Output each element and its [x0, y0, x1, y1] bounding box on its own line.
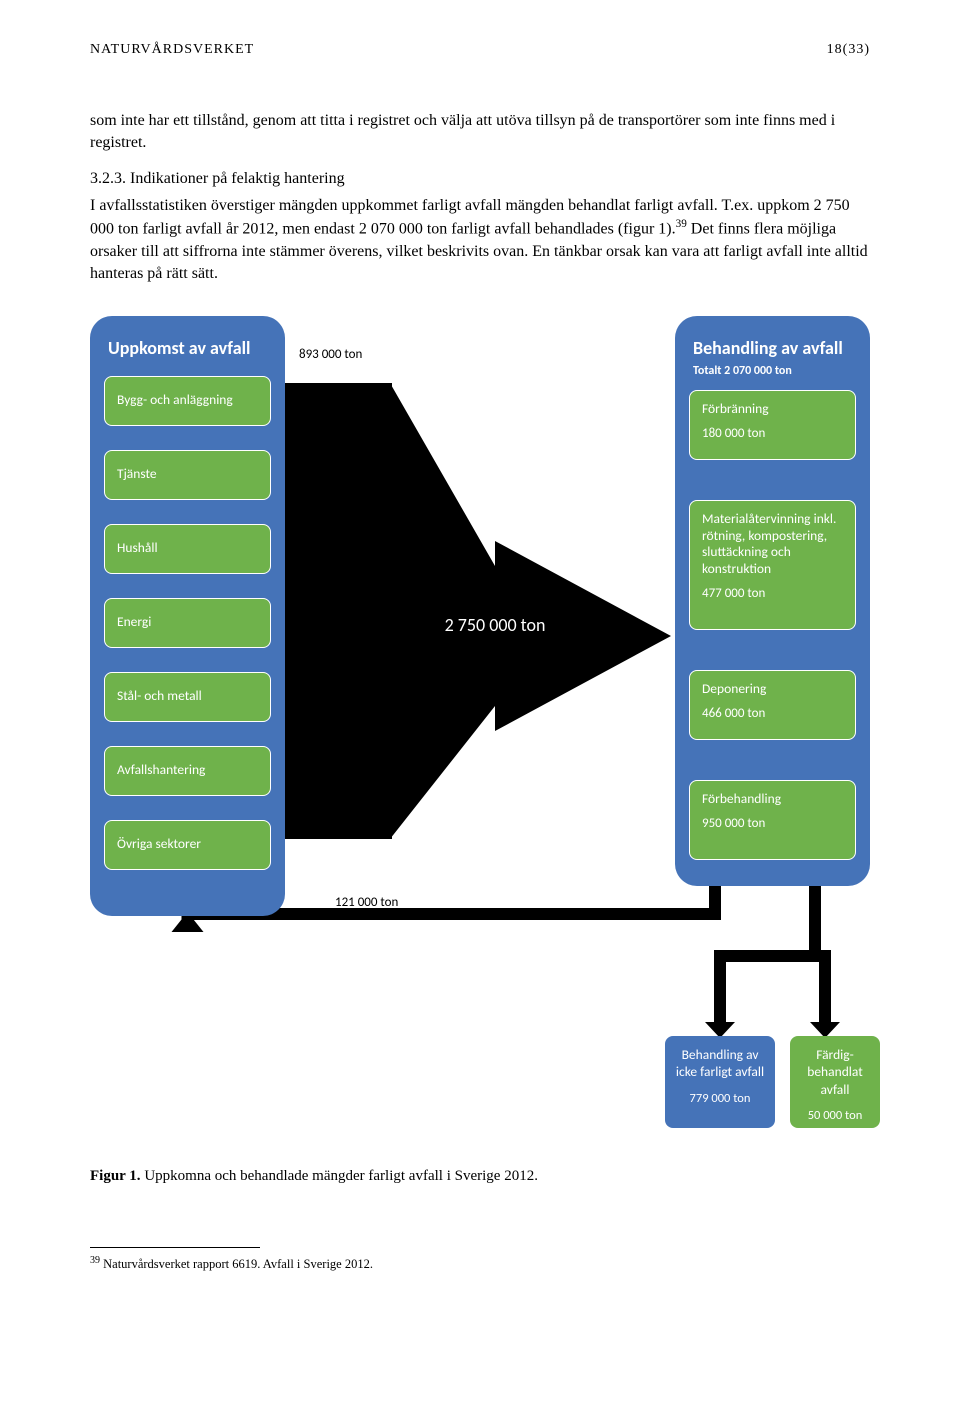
right-pillar-behandling: Behandling av avfall Totalt 2 070 000 ton… — [675, 316, 870, 886]
treatment-value-3: 950 000 ton — [702, 816, 843, 832]
center-total-label: 2 750 000 ton — [440, 614, 550, 637]
footnote-number: 39 — [90, 1255, 100, 1266]
bottom-right-value: 50 000 ton — [798, 1108, 872, 1124]
right-pillar-title: Behandling av avfall — [693, 336, 852, 361]
page-number: 18(33) — [827, 40, 870, 60]
treatment-label-3: Förbehandling — [702, 790, 781, 807]
bottom-left-label: Behandling av icke farligt avfall — [676, 1046, 764, 1081]
bottom-left-value: 779 000 ton — [673, 1091, 767, 1107]
flow-amount-1: 523 000 ton — [299, 420, 362, 438]
treatment-label-1: Materialåtervinning inkl. rötning, kompo… — [702, 510, 836, 578]
footnote-39: 39 Naturvårdsverket rapport 6619. Avfall… — [90, 1254, 870, 1274]
flow-amount-2: 412 000 ton — [299, 494, 362, 512]
footnote-ref-39: 39 — [676, 218, 687, 230]
right-pillar-subtitle: Totalt 2 070 000 ton — [693, 363, 852, 380]
source-box-4: Stål- och metall — [104, 672, 271, 722]
treatment-box-2: Deponering 466 000 ton — [689, 670, 856, 740]
source-box-1: Tjänste — [104, 450, 271, 500]
source-box-3: Energi — [104, 598, 271, 648]
bottom-right-label: Färdig-behandlat avfall — [807, 1046, 863, 1098]
figure-caption: Figur 1. Uppkomna och behandlade mängder… — [90, 1166, 870, 1187]
flow-amount-3: 246 000 ton — [299, 568, 362, 586]
flow-amount-6: 281 000 ton — [299, 790, 362, 808]
section-title: Indikationer på felaktig hantering — [130, 170, 345, 187]
treatment-box-0: Förbränning 180 000 ton — [689, 390, 856, 460]
treatment-box-3: Förbehandling 950 000 ton — [689, 780, 856, 860]
page-header: NATURVÅRDSVERKET 18(33) — [90, 40, 870, 60]
source-box-5: Avfallshantering — [104, 746, 271, 796]
source-box-0: Bygg- och anläggning — [104, 376, 271, 426]
treatment-value-0: 180 000 ton — [702, 426, 843, 442]
left-pillar-uppkomst: Uppkomst av avfall Bygg- och anläggning Tj… — [90, 316, 285, 916]
flow-amount-0: 893 000 ton — [299, 346, 362, 364]
flow-amount-4: 239 000 ton — [299, 642, 362, 660]
treatment-label-2: Deponering — [702, 680, 766, 697]
figure-caption-text: Uppkomna och behandlade mängder farligt … — [141, 1168, 538, 1184]
footnote-rule — [90, 1247, 260, 1248]
return-flow-amount: 121 000 ton — [335, 894, 398, 912]
left-pillar-title: Uppkomst av avfall — [108, 336, 267, 361]
footnote-text: Naturvårdsverket rapport 6619. Avfall i … — [100, 1257, 373, 1271]
section-heading: 3.2.3. Indikationer på felaktig hanterin… — [90, 168, 870, 190]
treatment-value-2: 466 000 ton — [702, 706, 843, 722]
flow-amount-5: 160 000 ton — [299, 716, 362, 734]
source-box-2: Hushåll — [104, 524, 271, 574]
figure-caption-label: Figur 1. — [90, 1168, 141, 1184]
bottom-box-nonhazardous: Behandling av icke farligt avfall 779 000… — [665, 1036, 775, 1128]
paragraph-indications: I avfallsstatistiken överstiger mängden … — [90, 195, 870, 286]
figure-1-diagram: 893 000 ton 523 000 ton 412 000 ton 246 000… — [90, 316, 870, 1136]
treatment-box-1: Materialåtervinning inkl. rötning, kompo… — [689, 500, 856, 630]
treatment-label-0: Förbränning — [702, 400, 769, 417]
org-name: NATURVÅRDSVERKET — [90, 40, 254, 60]
bottom-box-finished: Färdig-behandlat avfall 50 000 ton — [790, 1036, 880, 1128]
section-number: 3.2.3. — [90, 170, 126, 187]
treatment-value-1: 477 000 ton — [702, 586, 843, 602]
source-box-6: Övriga sektorer — [104, 820, 271, 870]
split-flow-line — [720, 886, 825, 1022]
paragraph-continuation: som inte har ett tillstånd, genom att ti… — [90, 110, 870, 155]
